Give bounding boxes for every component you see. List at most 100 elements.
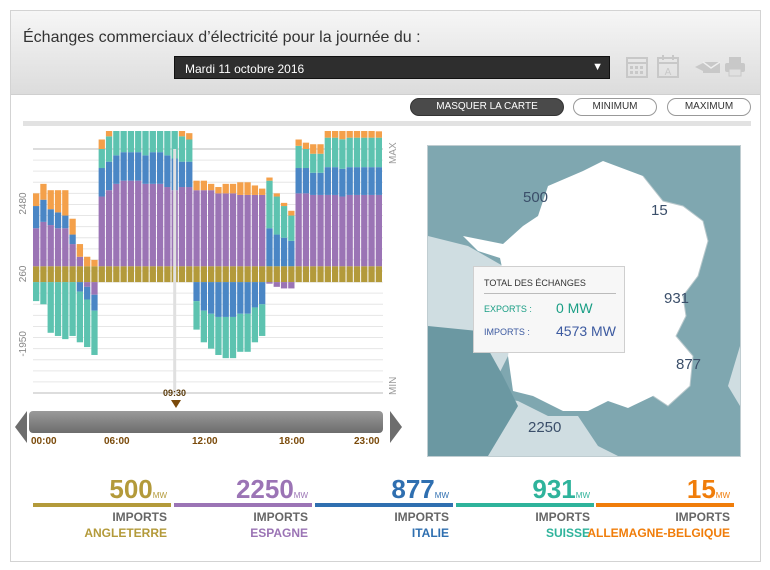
chart-bar <box>91 266 98 283</box>
chart-bar <box>244 182 251 195</box>
chart-bar <box>295 145 302 169</box>
chart-bar <box>368 131 375 138</box>
chart-bar <box>317 266 324 283</box>
chart-bar <box>142 183 149 267</box>
chart-bar <box>259 282 266 305</box>
print-icon[interactable] <box>724 54 746 78</box>
summary-country: ESPAGNE <box>250 526 308 540</box>
calendar-a-icon[interactable]: A <box>657 54 679 78</box>
chart-bar <box>120 152 127 181</box>
chart-bar <box>361 131 368 138</box>
chart-bar <box>273 196 280 235</box>
summary-type: IMPORTS <box>394 510 449 524</box>
chart-bar <box>208 313 215 349</box>
x-tick-label: 18:00 <box>279 436 305 447</box>
chart-bar <box>113 155 120 184</box>
chart-bar <box>84 286 91 300</box>
slider-right-arrow[interactable] <box>390 411 402 443</box>
maximum-button[interactable]: MAXIMUM <box>667 98 751 116</box>
chart-bar <box>346 131 353 138</box>
chart-bar <box>193 301 200 330</box>
chart-bar <box>353 167 361 195</box>
map-label-suisse: 931 <box>664 290 690 307</box>
calendar-icon[interactable] <box>626 54 648 78</box>
chart-bar <box>215 316 222 355</box>
chart-bar <box>295 266 302 283</box>
chart-bar <box>353 266 361 283</box>
chart-bar <box>317 172 324 195</box>
header: Échanges commerciaux d’électricité pour … <box>11 11 760 95</box>
minimum-button[interactable]: MINIMUM <box>573 98 657 116</box>
chart-bar <box>91 282 98 295</box>
chart-bar <box>302 142 310 149</box>
chart-bar <box>54 266 62 283</box>
exchange-totals-box: TOTAL DES ÉCHANGES EXPORTS : 0 MW IMPORT… <box>473 266 625 353</box>
chart-bar <box>47 282 54 333</box>
chart-bar <box>91 294 98 311</box>
email-icon[interactable] <box>695 54 721 78</box>
chart-bar <box>113 266 120 283</box>
chart-bar <box>193 282 200 302</box>
chart-bar <box>98 196 105 267</box>
chart-bar <box>222 266 229 283</box>
chart-bar <box>47 190 54 210</box>
chart-bar <box>98 168 105 197</box>
chart-bar <box>302 193 310 267</box>
summary-color-line <box>174 503 312 507</box>
max-label: MAX <box>388 142 399 164</box>
chart-bar <box>310 194 317 267</box>
chart-bar <box>178 187 186 267</box>
chart-bar <box>353 131 361 138</box>
chart-bar <box>361 266 368 283</box>
chart-bar <box>339 266 346 283</box>
min-label: MIN <box>388 376 399 395</box>
chart-bar <box>208 282 215 314</box>
chart-bar <box>273 282 280 287</box>
chart-bar <box>237 194 244 267</box>
chart-bar <box>91 259 98 267</box>
slider-left-arrow[interactable] <box>15 411 27 443</box>
chart-bar <box>164 187 171 267</box>
divider <box>23 121 751 126</box>
chart-bar <box>339 139 346 169</box>
chart-bar <box>324 167 331 195</box>
time-slider[interactable] <box>29 411 383 433</box>
chart-bar <box>186 187 193 267</box>
x-tick-label: 12:00 <box>192 436 218 447</box>
chart-bar <box>288 215 295 241</box>
chart-bar <box>208 190 215 267</box>
current-time-pointer[interactable] <box>171 400 181 408</box>
chart-bar <box>62 228 69 267</box>
chart-bar <box>47 209 54 226</box>
date-select[interactable]: Mardi 11 octobre 2016 ▼ <box>174 56 610 79</box>
chart-bar <box>76 256 84 267</box>
chart-bar <box>237 182 244 195</box>
chart-bar <box>105 131 113 137</box>
chart-bar <box>76 266 84 283</box>
chart-bar <box>142 131 149 156</box>
chart-bar <box>346 266 353 283</box>
chart-bar <box>200 180 207 191</box>
chart-bar <box>113 131 120 156</box>
chart-bar <box>156 266 164 283</box>
imports-label: IMPORTS : <box>484 327 530 337</box>
chart-bar <box>98 266 105 283</box>
summary-unit: MW <box>434 491 449 500</box>
chart-bar <box>244 282 251 314</box>
chart-bar <box>331 131 339 138</box>
chart-bar <box>244 194 251 267</box>
x-tick-label: 00:00 <box>31 436 57 447</box>
summary-value: 500MW <box>109 474 167 505</box>
chart-bar <box>33 282 40 302</box>
hide-map-button[interactable]: MASQUER LA CARTE <box>410 98 564 116</box>
chart-bar <box>127 180 135 267</box>
chart-bar <box>127 266 135 283</box>
chart-bar <box>54 228 62 267</box>
chart-bar <box>259 188 266 195</box>
chart-bar <box>266 177 273 181</box>
chart-bar <box>375 167 382 195</box>
chart-bar <box>62 266 69 283</box>
summary-value: 15MW <box>687 474 730 505</box>
chart-bar <box>193 180 200 191</box>
chart-bar <box>317 194 324 267</box>
